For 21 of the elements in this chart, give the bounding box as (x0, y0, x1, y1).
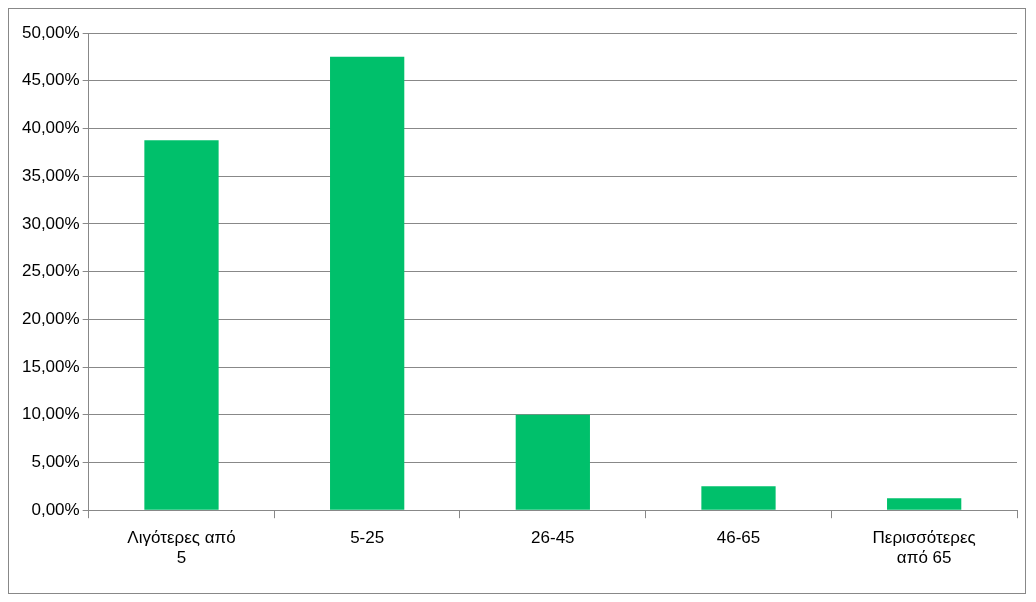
bar (330, 56, 405, 510)
y-tick-label: 10,00% (21, 404, 80, 424)
y-tick-label: 30,00% (21, 213, 80, 233)
y-tick-label: 15,00% (21, 356, 80, 376)
x-tick-label: 5-25 (350, 528, 385, 548)
y-tick-label: 0,00% (31, 499, 80, 519)
y-tick-label: 20,00% (21, 309, 80, 329)
y-tick-label: 5,00% (31, 452, 80, 472)
x-tick-label: 26-45 (531, 528, 575, 548)
y-tick-label: 35,00% (21, 165, 80, 185)
bar (144, 140, 219, 510)
y-tick-label: 25,00% (21, 261, 80, 281)
x-tick-label: Λιγότερες από 5 (127, 528, 236, 568)
bar (701, 486, 776, 510)
bar (515, 414, 590, 510)
y-tick-label: 40,00% (21, 118, 80, 138)
bar (887, 498, 962, 510)
x-tick-label: Περισσότερες από 65 (872, 528, 976, 568)
y-tick-label: 50,00% (21, 22, 80, 42)
x-tick-label: 46-65 (716, 528, 761, 548)
y-tick-label: 45,00% (21, 70, 80, 90)
